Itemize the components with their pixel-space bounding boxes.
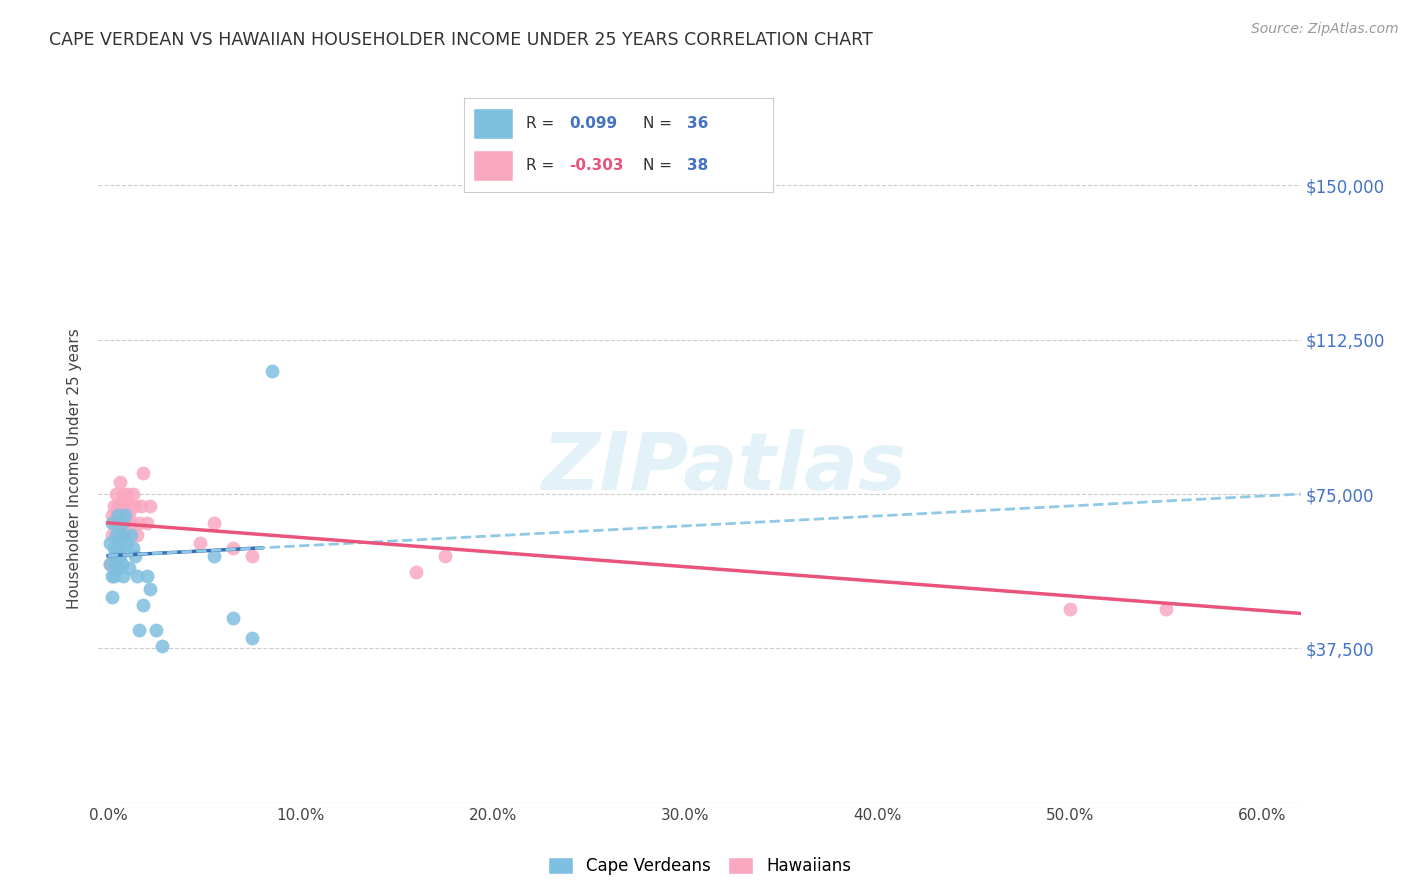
Point — [108, 528, 131, 542]
Point — [104, 508, 127, 522]
Point — [101, 590, 124, 604]
Point — [120, 528, 142, 542]
Text: 38: 38 — [686, 158, 709, 172]
Point — [101, 528, 124, 542]
Point — [103, 500, 125, 514]
Point — [110, 500, 132, 514]
Point — [103, 569, 125, 583]
Text: Source: ZipAtlas.com: Source: ZipAtlas.com — [1251, 22, 1399, 37]
Text: -0.303: -0.303 — [569, 158, 624, 172]
Y-axis label: Householder Income Under 25 years: Householder Income Under 25 years — [67, 328, 83, 608]
Point — [190, 536, 212, 550]
Point — [103, 549, 125, 563]
Text: R =: R = — [526, 158, 560, 172]
Point — [114, 500, 136, 514]
Point — [104, 528, 127, 542]
Point — [112, 487, 135, 501]
Point — [202, 516, 225, 530]
Point — [112, 569, 135, 583]
Point — [118, 500, 141, 514]
Point — [128, 516, 150, 530]
Bar — [474, 109, 513, 139]
Point — [1059, 602, 1081, 616]
Point — [98, 536, 121, 550]
Point — [405, 566, 427, 580]
Point — [104, 557, 127, 571]
Point — [101, 569, 124, 583]
Point — [135, 569, 157, 583]
Point — [118, 508, 141, 522]
Point — [101, 508, 124, 522]
Point — [112, 508, 135, 522]
Point — [104, 487, 127, 501]
Point — [222, 610, 245, 624]
Point — [114, 516, 136, 530]
Point — [150, 640, 173, 654]
Point — [107, 528, 129, 542]
Point — [107, 561, 129, 575]
Point — [240, 631, 263, 645]
Point — [128, 623, 150, 637]
Point — [98, 557, 121, 571]
Point — [202, 549, 225, 563]
Point — [117, 528, 139, 542]
Point — [122, 541, 145, 555]
Point — [129, 500, 152, 514]
Point — [114, 508, 136, 522]
Point — [108, 516, 131, 530]
Point — [122, 487, 145, 501]
Point — [101, 516, 124, 530]
Point — [108, 549, 131, 563]
Point — [110, 516, 132, 530]
Point — [240, 549, 263, 563]
Point — [145, 623, 167, 637]
Point — [1154, 602, 1177, 616]
Point — [118, 561, 141, 575]
Point — [131, 598, 153, 612]
Point — [110, 557, 132, 571]
Bar — [474, 150, 513, 180]
Point — [110, 516, 132, 530]
Point — [222, 541, 245, 555]
Point — [139, 582, 162, 596]
Point — [117, 487, 139, 501]
Text: R =: R = — [526, 116, 560, 131]
Point — [107, 508, 129, 522]
Point — [433, 549, 456, 563]
Legend: Cape Verdeans, Hawaiians: Cape Verdeans, Hawaiians — [541, 850, 858, 881]
Point — [112, 528, 135, 542]
Point — [131, 467, 153, 481]
Point — [103, 541, 125, 555]
Point — [114, 541, 136, 555]
Text: 0.099: 0.099 — [569, 116, 617, 131]
Point — [139, 500, 162, 514]
Point — [117, 536, 139, 550]
Point — [98, 557, 121, 571]
Point — [135, 516, 157, 530]
Point — [107, 500, 129, 514]
Point — [108, 475, 131, 489]
Text: ZIPatlas: ZIPatlas — [541, 429, 905, 508]
Text: 36: 36 — [686, 116, 709, 131]
Text: N =: N = — [644, 116, 678, 131]
Text: CAPE VERDEAN VS HAWAIIAN HOUSEHOLDER INCOME UNDER 25 YEARS CORRELATION CHART: CAPE VERDEAN VS HAWAIIAN HOUSEHOLDER INC… — [49, 31, 873, 49]
Point — [124, 500, 146, 514]
Point — [120, 516, 142, 530]
Text: N =: N = — [644, 158, 678, 172]
Point — [124, 549, 146, 563]
Point — [107, 541, 129, 555]
Point — [103, 516, 125, 530]
Point — [260, 363, 283, 377]
Point — [125, 569, 148, 583]
Point — [125, 528, 148, 542]
